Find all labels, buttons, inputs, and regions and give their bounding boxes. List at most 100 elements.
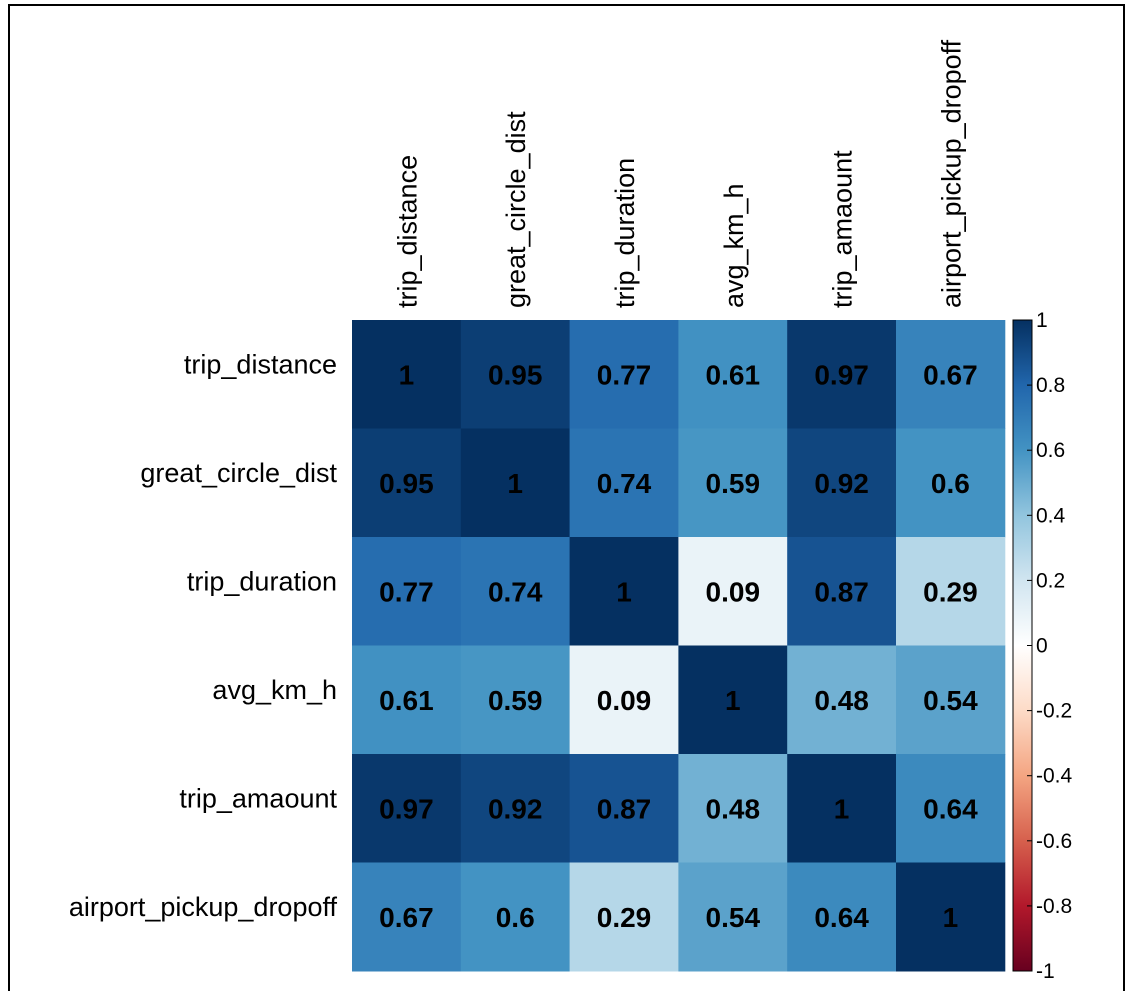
heatmap-cell-2-4 — [787, 537, 897, 646]
heatmap-cell-4-1 — [460, 754, 571, 863]
cell-value-label-3-0: 0.61 — [379, 685, 434, 716]
row-labels: trip_distance great_circle_dist trip_durat… — [69, 349, 338, 922]
cell-value-label-0-2: 0.77 — [597, 359, 652, 390]
heatmap-cell-0-2 — [569, 320, 679, 429]
colorbar-tick-label: 1 — [1036, 309, 1048, 332]
column-label-trip_amaount: trip_amaount — [828, 150, 858, 308]
row-label-trip_duration: trip_duration — [187, 566, 337, 596]
column-label-great_circle_dist: great_circle_dist — [501, 111, 531, 308]
cell-value-label-3-1: 0.59 — [488, 685, 543, 716]
heatmap-cells — [352, 320, 1006, 972]
heatmap-cell-3-5 — [896, 645, 1006, 755]
heatmap-cell-1-5 — [896, 428, 1006, 538]
heatmap-cell-1-4 — [787, 428, 897, 538]
heatmap-cell-5-1 — [460, 862, 571, 972]
colorbar-tick-label: 0.4 — [1036, 504, 1066, 527]
heatmap-cell-0-4 — [787, 320, 897, 429]
cell-value-label-2-0: 0.77 — [379, 576, 434, 607]
cell-value-label-0-3: 0.61 — [706, 359, 761, 390]
colorbar-tick-label: 0 — [1036, 635, 1048, 658]
column-labels: trip_distance great_circle_dist trip_durat… — [392, 39, 966, 308]
cell-value-label-2-5: 0.29 — [923, 576, 978, 607]
colorbar-tick-label: -0.4 — [1036, 765, 1073, 788]
heatmap-cell-1-3 — [678, 428, 788, 538]
colorbar-tick-label: 0.2 — [1036, 569, 1065, 592]
cell-value-label-2-4: 0.87 — [814, 576, 869, 607]
heatmap-cell-4-5 — [896, 754, 1006, 863]
heatmap-cell-4-2 — [569, 754, 679, 863]
row-label-avg_km_h: avg_km_h — [212, 675, 337, 705]
cell-value-label-4-1: 0.92 — [488, 793, 543, 824]
heatmap-cell-1-1 — [460, 428, 571, 538]
cell-value-label-5-5: 1 — [943, 902, 959, 933]
heatmap-cell-3-0 — [352, 645, 462, 755]
row-label-trip_amaount: trip_amaount — [179, 783, 337, 813]
heatmap-cell-3-3 — [678, 645, 788, 755]
cell-value-label-0-0: 1 — [399, 359, 415, 390]
colorbar-tick-label: -0.8 — [1036, 895, 1072, 918]
row-label-airport_pickup_dropoff: airport_pickup_dropoff — [69, 892, 338, 922]
row-label-trip_distance: trip_distance — [184, 349, 337, 379]
cell-value-label-5-3: 0.54 — [706, 902, 761, 933]
heatmap-cell-4-0 — [352, 754, 462, 863]
colorbar-tick-label: -1 — [1036, 960, 1055, 983]
cell-value-label-1-0: 0.95 — [379, 468, 434, 499]
column-label-trip_duration: trip_duration — [610, 158, 640, 308]
heatmap-cell-2-1 — [460, 537, 571, 646]
cell-value-label-2-3: 0.09 — [706, 576, 761, 607]
cell-value-label-2-2: 1 — [616, 576, 632, 607]
cell-value-label-5-4: 0.64 — [814, 902, 869, 933]
cell-value-label-5-1: 0.6 — [496, 902, 535, 933]
heatmap-cell-5-5 — [896, 862, 1006, 972]
cell-value-label-4-5: 0.64 — [923, 793, 978, 824]
heatmap-cell-2-3 — [678, 537, 788, 646]
heatmap-cell-4-4 — [787, 754, 897, 863]
cell-value-label-1-3: 0.59 — [706, 468, 761, 499]
colorbar-tick-label: 0.6 — [1036, 439, 1065, 462]
cell-value-label-0-4: 0.97 — [814, 359, 869, 390]
colorbar-tick-label: 0.8 — [1036, 374, 1065, 397]
cell-value-label-1-1: 1 — [507, 468, 523, 499]
row-label-great_circle_dist: great_circle_dist — [140, 458, 337, 488]
column-label-avg_km_h: avg_km_h — [719, 183, 749, 308]
heatmap-cell-2-5 — [896, 537, 1006, 646]
heatmap-cell-2-0 — [352, 537, 462, 646]
cell-value-label-1-5: 0.6 — [931, 468, 970, 499]
heatmap-cell-0-3 — [678, 320, 788, 429]
colorbar: 1 0.8 0.6 0.4 0.2 0 -0.2 -0.4 -0.6 -0.8 -1 — [1012, 309, 1073, 983]
cell-value-label-3-2: 0.09 — [597, 685, 652, 716]
cell-value-label-3-4: 0.48 — [814, 685, 869, 716]
cell-value-label-3-3: 1 — [725, 685, 741, 716]
cell-value-label-4-3: 0.48 — [706, 793, 761, 824]
heatmap-cell-3-2 — [569, 645, 679, 755]
column-label-airport_pickup_dropoff: airport_pickup_dropoff — [936, 39, 966, 308]
cell-value-label-4-4: 1 — [834, 793, 850, 824]
cell-value-label-0-1: 0.95 — [488, 359, 543, 390]
cell-value-label-1-2: 0.74 — [597, 468, 652, 499]
cell-value-label-4-2: 0.87 — [597, 793, 652, 824]
heatmap-cell-5-4 — [787, 862, 897, 972]
colorbar-tick-label: -0.6 — [1036, 830, 1072, 853]
cell-value-label-4-0: 0.97 — [379, 793, 434, 824]
cell-value-label-1-4: 0.92 — [814, 468, 869, 499]
heatmap-cell-0-1 — [460, 320, 571, 429]
heatmap-cell-3-4 — [787, 645, 897, 755]
heatmap-cell-0-0 — [352, 320, 462, 429]
cell-value-label-5-0: 0.67 — [379, 902, 434, 933]
heatmap-cell-0-5 — [896, 320, 1006, 429]
heatmap-cell-3-1 — [460, 645, 571, 755]
heatmap-cell-5-0 — [352, 862, 462, 972]
heatmap-cell-1-0 — [352, 428, 462, 538]
cell-value-label-0-5: 0.67 — [923, 359, 978, 390]
heatmap-cell-5-2 — [569, 862, 679, 972]
heatmap-cell-labels: 1 0.95 0.77 0.61 0.97 0.670.95 1 0.74 0.59 0.92 0.… — [379, 359, 978, 933]
heatmap-cell-1-2 — [569, 428, 679, 538]
column-label-trip_distance: trip_distance — [392, 155, 422, 308]
colorbar-tick-label: -0.2 — [1036, 700, 1072, 723]
cell-value-label-3-5: 0.54 — [923, 685, 978, 716]
heatmap-cell-2-2 — [569, 537, 679, 646]
heatmap-cell-4-3 — [678, 754, 788, 863]
heatmap-cell-5-3 — [678, 862, 788, 972]
cell-value-label-5-2: 0.29 — [597, 902, 652, 933]
